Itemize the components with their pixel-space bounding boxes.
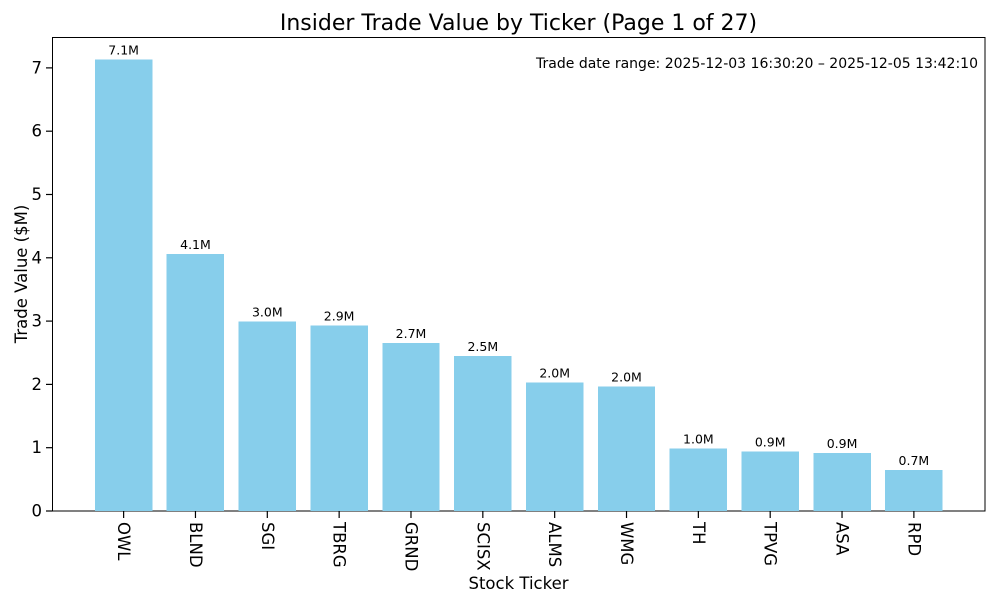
x-tick-label: SCISX bbox=[473, 522, 492, 571]
y-tick-label: 2 bbox=[32, 375, 43, 394]
bar-RPD bbox=[885, 469, 943, 511]
bar-value-label: 2.7M bbox=[396, 326, 427, 341]
bar-value-label: 4.1M bbox=[180, 237, 211, 252]
x-axis-label: Stock Ticker bbox=[468, 574, 568, 593]
bar-SCISX bbox=[454, 355, 512, 511]
bar-ASA bbox=[813, 452, 871, 511]
bar-WMG bbox=[597, 386, 656, 511]
x-tick-label: TBRG bbox=[330, 521, 349, 568]
bar-SGI bbox=[238, 321, 297, 511]
bar-value-label: 0.7M bbox=[899, 453, 930, 468]
x-tick-label: GRND bbox=[401, 522, 420, 571]
x-tick-label: RPD bbox=[904, 522, 923, 556]
bar-value-label: 0.9M bbox=[827, 436, 858, 451]
axes-frame bbox=[52, 37, 986, 512]
x-tick-label: BLND bbox=[186, 522, 205, 568]
x-tick-label: ALMS bbox=[545, 522, 564, 567]
y-tick-label: 6 bbox=[32, 122, 43, 141]
bar-value-label: 3.0M bbox=[252, 305, 283, 320]
chart-title: Insider Trade Value by Ticker (Page 1 of… bbox=[280, 11, 757, 36]
x-tick-label: SGI bbox=[258, 522, 277, 550]
y-tick-label: 5 bbox=[32, 185, 43, 204]
y-axis-label: Trade Value ($M) bbox=[12, 205, 31, 345]
bar-value-label: 2.0M bbox=[611, 369, 642, 384]
x-tick-label: TPVG bbox=[761, 521, 780, 566]
bar-value-label: 0.9M bbox=[755, 434, 786, 449]
y-tick-label: 1 bbox=[32, 438, 43, 457]
date-range-annotation: Trade date range: 2025-12-03 16:30:20 – … bbox=[535, 56, 978, 72]
plot-content: 0 1 2 3 4 5 6 7 7.1M OWL 4.1M BLND 3.0M SGI 2.9M TBRG 2.… bbox=[32, 37, 986, 571]
bar-value-label: 2.0M bbox=[539, 365, 570, 380]
bar-TPVG bbox=[741, 451, 799, 511]
y-tick-label: 4 bbox=[32, 248, 43, 267]
x-tick-label: ASA bbox=[833, 522, 852, 556]
bar-GRND bbox=[382, 343, 440, 511]
x-tick-label: WMG bbox=[617, 522, 636, 565]
y-tick-label: 3 bbox=[32, 312, 43, 331]
x-tick-label: TH bbox=[689, 521, 708, 545]
bar-value-label: 7.1M bbox=[108, 43, 139, 58]
bar-TBRG bbox=[310, 325, 368, 511]
y-tick-label: 7 bbox=[32, 58, 43, 77]
bar-ALMS bbox=[525, 382, 584, 511]
bar-value-label: 1.0M bbox=[683, 431, 714, 446]
bar-OWL bbox=[94, 59, 153, 511]
bar-TH bbox=[669, 448, 728, 511]
bar-value-label: 2.9M bbox=[324, 309, 355, 324]
bar-value-label: 2.5M bbox=[467, 339, 498, 354]
bar-BLND bbox=[166, 253, 225, 511]
x-tick-label: OWL bbox=[114, 522, 133, 561]
y-tick-label: 0 bbox=[32, 502, 43, 521]
